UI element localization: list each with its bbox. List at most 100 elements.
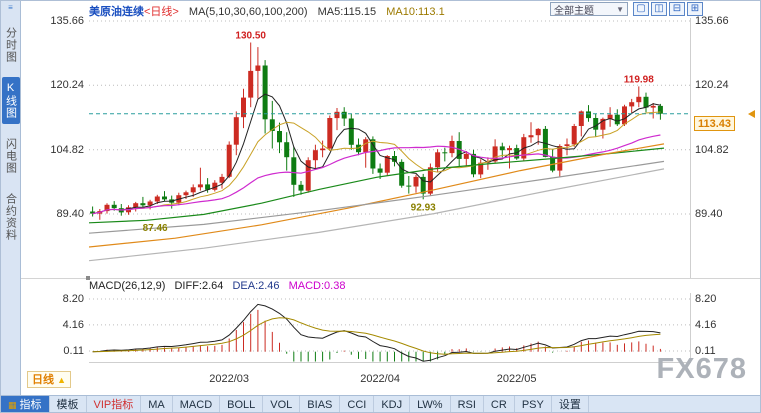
tab-cci[interactable]: CCI xyxy=(340,396,375,412)
bottom-toolbar: ▦ 指标 模板 VIP指标 MA MACD BOLL VOL BIAS CCI KDJ LW% RSI C… xyxy=(1,395,760,412)
macd-params-label: MACD(26,12,9) xyxy=(89,280,166,292)
macd-dea-value: DEA:2.46 xyxy=(232,280,280,292)
tab-label: 设置 xyxy=(558,398,581,411)
current-price-box: 113.43 xyxy=(694,115,736,131)
layout-single-button[interactable]: ▢ xyxy=(633,2,649,16)
date-tick-label: 2022/04 xyxy=(360,373,400,385)
tab-label: KDJ xyxy=(381,398,403,411)
macd-canvas[interactable] xyxy=(89,293,691,363)
chart-title: 美原油连续<日线> MA(5,10,30,60,100,200) MA5:115… xyxy=(89,3,445,19)
macd-header: MACD(26,12,9) DIFF:2.64 DEA:2.46 MACD:0.… xyxy=(89,280,345,292)
price-axis-label: 135.66 xyxy=(695,15,729,28)
ma-line-MA10 xyxy=(92,111,661,215)
tab-boll[interactable]: BOLL xyxy=(220,396,264,412)
ma-line-ma200 xyxy=(89,160,665,234)
price-axis-label: 89.40 xyxy=(695,208,723,220)
tab-label: RSI xyxy=(457,398,476,411)
ma-settings-label: MA(5,10,30,60,100,200) xyxy=(188,6,308,18)
macd-axis-label: 0.11 xyxy=(695,344,716,357)
date-tick-label: 2022/03 xyxy=(209,373,250,385)
price-axis-right: 135.66 120.24 104.82 89.40 xyxy=(693,15,760,278)
ma10-value: MA10:113.1 xyxy=(386,6,445,18)
price-pointer-icon xyxy=(748,109,755,118)
price-annotation: 119.98 xyxy=(624,74,654,85)
price-axis-label: 120.24 xyxy=(50,79,84,92)
price-axis-label: 104.82 xyxy=(50,143,84,156)
macd-axis-right: 8.20 4.16 0.11 xyxy=(693,292,760,363)
tab-macd[interactable]: MACD xyxy=(173,396,221,412)
tab-label: MACD xyxy=(179,398,213,411)
macd-macd-value: MACD:0.38 xyxy=(288,280,346,292)
macd-diff-value: DIFF:2.64 xyxy=(174,280,224,292)
left-sidebar: ≡ 分时图 K线图闪电图合约资料 xyxy=(1,1,21,395)
candles-layer xyxy=(90,42,663,220)
layout-triple-button[interactable]: ⊟ xyxy=(669,2,685,16)
macd-axis-label: 0.11 xyxy=(63,344,84,357)
price-annotation: 87.46 xyxy=(143,223,168,234)
sidebar-item-contract-info[interactable]: 合约资料 xyxy=(4,193,17,241)
macd-axis-label: 4.16 xyxy=(695,318,717,331)
date-tick-label: 2022/05 xyxy=(496,373,537,385)
tab-lw[interactable]: LW% xyxy=(410,396,451,412)
ma-line-ma-long xyxy=(89,168,665,262)
tab-settings[interactable]: 设置 xyxy=(552,396,589,412)
main-chart-canvas[interactable]: 130.50 119.98 92.93 87.46 xyxy=(89,18,691,278)
period-selector[interactable]: 日线 ▲ xyxy=(27,371,71,388)
ma-line-ma60 xyxy=(89,147,665,224)
sidebar-item-tick-chart[interactable]: 闪电图 xyxy=(4,138,17,174)
triangle-up-icon: ▲ xyxy=(57,375,66,385)
theme-dropdown-label: 全部主题 xyxy=(554,5,594,17)
tab-rsi[interactable]: RSI xyxy=(451,396,484,412)
tab-vol[interactable]: VOL xyxy=(263,396,301,412)
tab-label: VOL xyxy=(270,398,293,411)
tab-label: CCI xyxy=(347,398,367,411)
tab-label: VIP指标 xyxy=(93,398,134,411)
price-axis-label: 104.82 xyxy=(695,143,729,156)
dea-line xyxy=(92,317,661,355)
ma5-value: MA5:115.15 xyxy=(317,6,377,18)
period-label: 日线 xyxy=(32,374,54,386)
time-axis: 日线 ▲ 2022/03 2022/04 2022/05 xyxy=(21,363,760,395)
panel-divider-handle[interactable] xyxy=(86,276,90,280)
tab-cr[interactable]: CR xyxy=(484,396,515,412)
tab-vip-indicators[interactable]: VIP指标 xyxy=(87,396,142,412)
tab-label: BIAS xyxy=(307,398,333,411)
price-axis-label: 89.40 xyxy=(56,208,84,220)
theme-dropdown[interactable]: 全部主题 ▼ xyxy=(550,2,628,17)
layout-quad-button[interactable]: ⊞ xyxy=(687,2,703,16)
price-axis-label: 120.24 xyxy=(695,79,729,92)
tab-label: MA xyxy=(148,398,165,411)
tab-bias[interactable]: BIAS xyxy=(300,396,341,412)
price-annotation: 92.93 xyxy=(411,202,436,213)
tab-label: PSY xyxy=(521,398,544,411)
panel-divider[interactable] xyxy=(21,278,760,279)
chevron-down-icon: ▼ xyxy=(616,4,624,14)
tab-indicators[interactable]: ▦ 指标 xyxy=(1,396,50,412)
macd-axis-label: 4.16 xyxy=(62,318,84,331)
diff-line xyxy=(92,303,661,362)
tab-label: LW% xyxy=(417,398,443,411)
period-tag: <日线> xyxy=(144,6,179,18)
price-axis-left: 135.66 120.24 104.82 89.40 xyxy=(21,15,87,278)
ma-line-ma100 xyxy=(89,143,665,248)
grid-icon: ▦ xyxy=(8,399,17,410)
layout-dual-button[interactable]: ◫ xyxy=(651,2,667,16)
sidebar-item-kline[interactable]: K线图 xyxy=(1,77,20,124)
macd-axis-left: 8.20 4.16 0.11 xyxy=(21,293,87,363)
price-axis-label: 135.66 xyxy=(50,15,84,28)
tab-label: BOLL xyxy=(227,398,256,411)
price-annotation: 130.50 xyxy=(235,31,266,42)
sidebar-item-intraday[interactable]: 分时图 xyxy=(4,27,17,63)
tab-kdj[interactable]: KDJ xyxy=(374,396,411,412)
tab-ma[interactable]: MA xyxy=(141,396,173,412)
tab-label: 指标 xyxy=(19,398,42,411)
tab-templates[interactable]: 模板 xyxy=(50,396,87,412)
macd-axis-label: 8.20 xyxy=(695,292,717,305)
ma-line-MA5 xyxy=(92,93,661,215)
symbol-name: 美原油连续 xyxy=(89,6,144,18)
macd-axis-label: 8.20 xyxy=(62,292,84,305)
tab-label: 模板 xyxy=(56,398,79,411)
sidebar-menu-icon: ≡ xyxy=(8,3,13,12)
tab-psy[interactable]: PSY xyxy=(515,396,552,412)
